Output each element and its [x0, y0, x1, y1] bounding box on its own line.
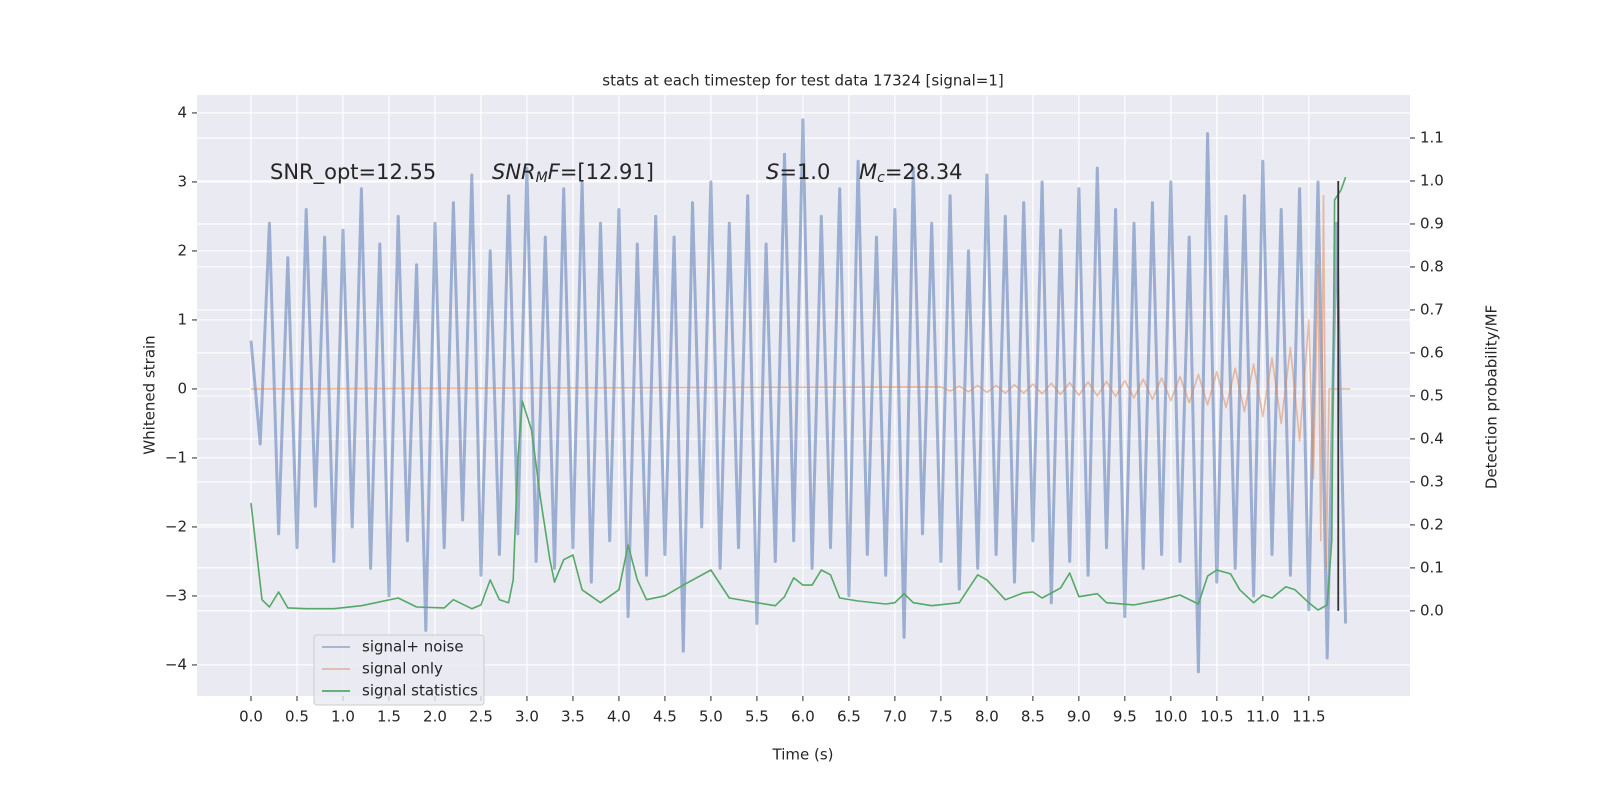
- x-tick-label: 10.0: [1154, 708, 1187, 726]
- x-tick-label: 8.5: [1021, 708, 1045, 726]
- y-tick-label: 4: [177, 103, 187, 121]
- annotation-part: S: [766, 160, 779, 184]
- legend-label: signal+ noise: [362, 638, 464, 656]
- x-tick-label: 2.0: [423, 708, 447, 726]
- y2-axis-label: Detection probability/MF: [1483, 305, 1501, 489]
- x-tick-label: 0.0: [239, 708, 263, 726]
- x-tick-label: 0.5: [285, 708, 309, 726]
- x-tick-label: 3.5: [561, 708, 585, 726]
- y-tick-label: 1: [177, 310, 187, 328]
- annotation-part: SNR: [492, 160, 536, 184]
- y-tick-label: 2: [177, 241, 187, 259]
- y-tick-label: −1: [165, 448, 187, 466]
- annotation-part: M: [536, 170, 548, 186]
- annotation: Mc=28.34: [859, 160, 963, 186]
- annotation-part: =1.0: [779, 160, 830, 184]
- x-tick-label: 8.0: [975, 708, 999, 726]
- y-tick-label: 3: [177, 172, 187, 190]
- legend: signal+ noise signal only signal statistic…: [313, 634, 485, 706]
- y-tick-label: −4: [165, 655, 187, 673]
- legend-box: [313, 634, 485, 706]
- annotation-part: =[12.91]: [560, 160, 654, 184]
- annotation: SNR_opt=12.55: [270, 160, 436, 185]
- y2-tick-label: 0.9: [1420, 214, 1444, 232]
- x-tick-label: 1.5: [377, 708, 401, 726]
- y2-tick-label: 0.1: [1420, 558, 1444, 576]
- series-line: [250, 194, 1351, 570]
- annotation: SNRMF=[12.91]: [492, 160, 654, 186]
- series-line: [250, 176, 1347, 611]
- x-axis-label: Time (s): [772, 746, 834, 764]
- x-tick-label: 6.5: [837, 708, 861, 726]
- y2-tick-label: 0.4: [1420, 429, 1444, 447]
- x-tick-label: 4.5: [653, 708, 677, 726]
- y2-tick-label: 0.7: [1420, 300, 1444, 318]
- x-tick-label: 7.0: [883, 708, 907, 726]
- x-tick-label: 11.0: [1246, 708, 1279, 726]
- x-tick-label: 5.0: [699, 708, 723, 726]
- x-tick-label: 3.0: [515, 708, 539, 726]
- annotation-part: F: [548, 160, 561, 184]
- y2-tick-label: 1.0: [1420, 171, 1444, 189]
- annotation-part: SNR_opt=12.55: [270, 160, 436, 185]
- x-tick-label: 7.5: [929, 708, 953, 726]
- y2-tick-label: 0.2: [1420, 515, 1444, 533]
- x-tick-label: 4.0: [607, 708, 631, 726]
- y-tick-label: 0: [177, 379, 187, 397]
- annotation-part: c: [877, 170, 885, 186]
- y-axis-label: Whitened strain: [141, 335, 159, 454]
- y2-tick-label: 1.1: [1420, 128, 1444, 146]
- y2-tick-label: 0.6: [1420, 343, 1444, 361]
- annotation-part: M: [859, 160, 877, 184]
- y2-tick-label: 0.0: [1420, 601, 1444, 619]
- y-tick-label: −2: [165, 517, 187, 535]
- annotation: S=1.0: [766, 160, 830, 184]
- y2-tick-label: 0.8: [1420, 257, 1444, 275]
- x-tick-label: 9.0: [1067, 708, 1091, 726]
- legend-label: signal statistics: [362, 682, 478, 700]
- y-tick-label: −3: [165, 586, 187, 604]
- x-tick-label: 11.5: [1292, 708, 1325, 726]
- annotation-part: =28.34: [885, 160, 963, 184]
- x-tick-label: 6.0: [791, 708, 815, 726]
- y2-tick-label: 0.5: [1420, 386, 1444, 404]
- x-tick-label: 2.5: [469, 708, 493, 726]
- y2-tick-label: 0.3: [1420, 472, 1444, 490]
- x-tick-label: 10.5: [1200, 708, 1233, 726]
- series-line: [249, 118, 1348, 674]
- x-tick-label: 1.0: [331, 708, 355, 726]
- legend-label: signal only: [362, 660, 443, 678]
- x-tick-label: 5.5: [745, 708, 769, 726]
- marks: [249, 118, 1351, 674]
- x-tick-label: 9.5: [1113, 708, 1137, 726]
- chart-title: stats at each timestep for test data 173…: [602, 72, 1003, 90]
